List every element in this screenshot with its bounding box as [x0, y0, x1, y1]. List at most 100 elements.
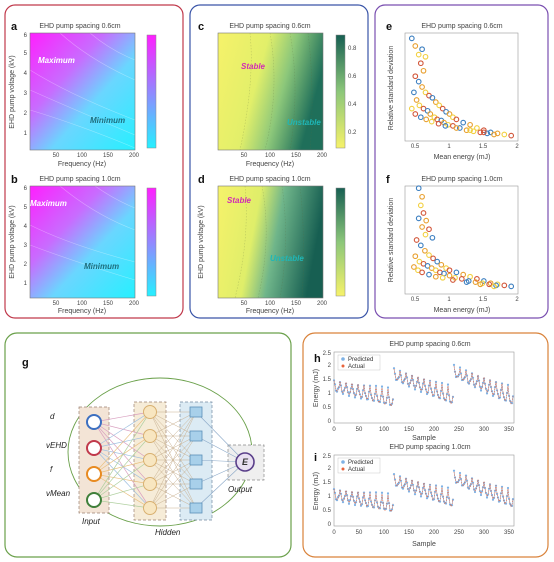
colorbar-b [146, 187, 157, 297]
xlabel-f: Mean energy (mJ) [434, 307, 491, 314]
predicted-line [393, 474, 454, 506]
hidden-node [189, 502, 203, 514]
ylabel-i: Energy (mJ) [313, 472, 320, 510]
network-edge [149, 483, 197, 509]
region-b-min: Minimum [84, 262, 119, 271]
xtick-f-1: 0.5 [411, 297, 420, 303]
scatter-point [491, 131, 497, 138]
xtick-h-1: 0 [332, 427, 336, 433]
scatter-point [412, 73, 419, 80]
legend-h-predicted: Predicted [348, 357, 373, 363]
scatter-point [494, 130, 501, 137]
xlabel-d: Frequency (Hz) [246, 308, 294, 315]
frame-cd [189, 4, 369, 319]
scatter-point [417, 242, 424, 249]
scatter-point [472, 279, 479, 285]
xtick-c-3: 150 [291, 153, 302, 159]
xtick-d-1: 50 [241, 301, 248, 307]
scatter-point [463, 127, 470, 134]
scatter-point [470, 128, 477, 135]
letter-h: h [314, 353, 321, 365]
ylabel-a: EHD pump voltage (kV) [9, 55, 16, 129]
xtick-h-5: 200 [429, 427, 440, 433]
xtick-h-7: 300 [479, 427, 490, 433]
region-d-unstable: Unstable [270, 254, 304, 263]
scatter-point [463, 279, 470, 285]
xtick-d-3: 150 [291, 301, 302, 307]
scatter-point [501, 131, 508, 138]
network-edge [93, 447, 151, 485]
heatmap-a [30, 33, 135, 150]
region-c-unstable: Unstable [287, 118, 321, 127]
scatter-point [427, 111, 434, 117]
legend-h-actual: Actual [348, 364, 365, 370]
ytick-i-3: 1 [328, 494, 332, 500]
yticks-b: 1 2 3 4 5 6 [24, 186, 28, 287]
input-node [86, 414, 102, 430]
scatter-point [429, 94, 436, 101]
scatter-point [477, 281, 484, 288]
scatter-point [446, 111, 453, 117]
letter-d: d [198, 174, 205, 186]
xticks-d: 50 100 150 200 [241, 301, 328, 307]
scatter-point [446, 272, 453, 279]
scatter-point [417, 60, 424, 67]
ytick-i-4: 1.5 [323, 480, 332, 486]
title-f: EHD pump spacing 1.0cm [421, 176, 502, 183]
frame-g [4, 332, 292, 558]
xlabel-a: Frequency (Hz) [58, 161, 106, 168]
xticks-e: 0.5 1 1.5 2 [411, 144, 520, 150]
xtick-f-4: 2 [515, 297, 519, 303]
legend-h-predicted-marker [341, 357, 345, 361]
scatter-point [415, 78, 422, 85]
letter-a: a [11, 21, 18, 33]
energy-series-h [332, 363, 515, 407]
xtick-h-6: 250 [454, 427, 465, 433]
scatter-point [436, 102, 443, 109]
legend-h: Predicted Actual [337, 354, 381, 371]
heatmap-d [218, 186, 323, 298]
xlabel-b: Frequency (Hz) [58, 308, 106, 315]
legend-i-actual-marker [341, 467, 345, 471]
yticks-h: 0 0.5 1 1.5 2 2.5 [323, 351, 332, 425]
xticks-b: 50 100 150 200 [53, 301, 140, 307]
xtick-b-2: 100 [77, 301, 88, 307]
input-2-label: f [50, 465, 53, 474]
legend-h-box [337, 354, 381, 371]
scatter-point [434, 258, 441, 265]
xlabel-e: Mean energy (mJ) [434, 154, 491, 161]
network-edge [93, 421, 151, 437]
yticks-a: 1 2 3 4 5 6 [24, 33, 28, 137]
letter-i: i [314, 452, 317, 464]
network-edge [149, 411, 197, 437]
network-edge [93, 435, 151, 501]
letter-f: f [386, 174, 390, 186]
xtick-f-3: 1.5 [479, 297, 488, 303]
xtick-c-2: 100 [265, 153, 276, 159]
actual-line [393, 474, 454, 508]
scatter-point [430, 255, 436, 262]
heatmap-c [218, 33, 323, 150]
scatter-point [417, 202, 424, 209]
scatter-point [480, 129, 487, 136]
scatter-point [419, 193, 425, 200]
scatter-point [484, 130, 491, 137]
xticks-h: 0 50 100 150 200 250 300 350 [332, 427, 514, 433]
xtick-e-1: 0.5 [411, 144, 420, 150]
region-b-max: Maximum [30, 199, 67, 208]
scatter-point [453, 125, 460, 131]
ytick-i-5: 2 [328, 466, 332, 472]
scatter-point [419, 84, 425, 90]
network-edge [149, 459, 197, 509]
scatter-point [474, 125, 480, 131]
xtick-c-1: 50 [241, 153, 248, 159]
scatter-point [413, 97, 420, 103]
network-edge [93, 447, 151, 461]
xtick-b-4: 200 [129, 301, 140, 307]
scatter-point [428, 118, 435, 125]
scatter-point [422, 89, 429, 96]
scatter-point [408, 105, 415, 112]
hidden-node [189, 406, 203, 418]
scatter-point [429, 234, 436, 241]
